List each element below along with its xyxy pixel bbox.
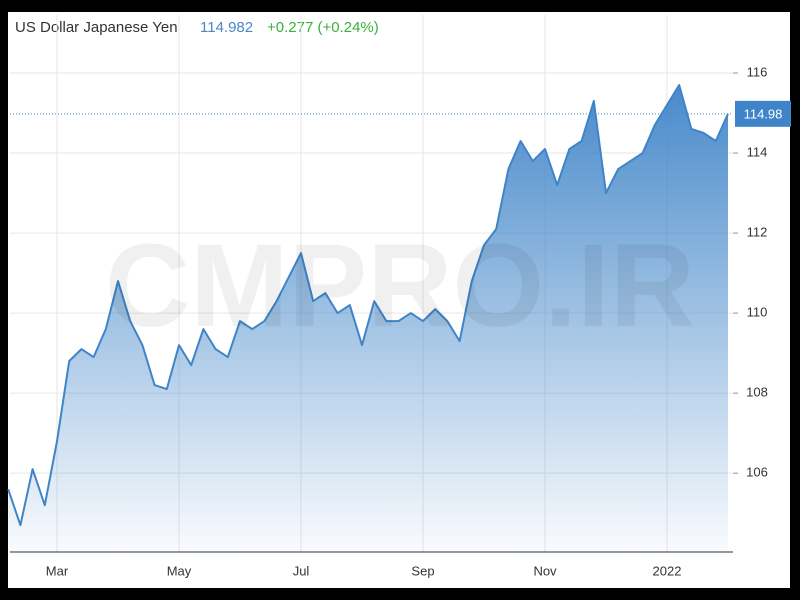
y-tick-label: 106 [746, 465, 768, 480]
y-tick-label: 112 [747, 225, 768, 240]
change: +0.277 (+0.24%) [267, 19, 379, 36]
x-tick-label: Sep [411, 563, 434, 578]
watermark: CMPRO.IR [105, 220, 695, 352]
chart-title: US Dollar Japanese Yen [15, 19, 178, 36]
area [8, 85, 728, 552]
x-tick-label: 2022 [653, 563, 682, 578]
x-tick-label: Mar [46, 563, 69, 578]
x-tick-label: Jul [293, 563, 310, 578]
line [7, 84, 729, 527]
y-tick-label: 116 [747, 64, 768, 79]
y-tick-label: 108 [746, 385, 768, 400]
price-badge [735, 100, 791, 127]
price-badge-label: 114.98 [744, 106, 783, 121]
y-tick-label: 114 [747, 144, 768, 159]
y-tick-label: 110 [747, 305, 768, 320]
price: 114.982 [200, 19, 253, 36]
x-tick-label: May [167, 563, 192, 578]
x-tick-label: Nov [533, 563, 557, 578]
